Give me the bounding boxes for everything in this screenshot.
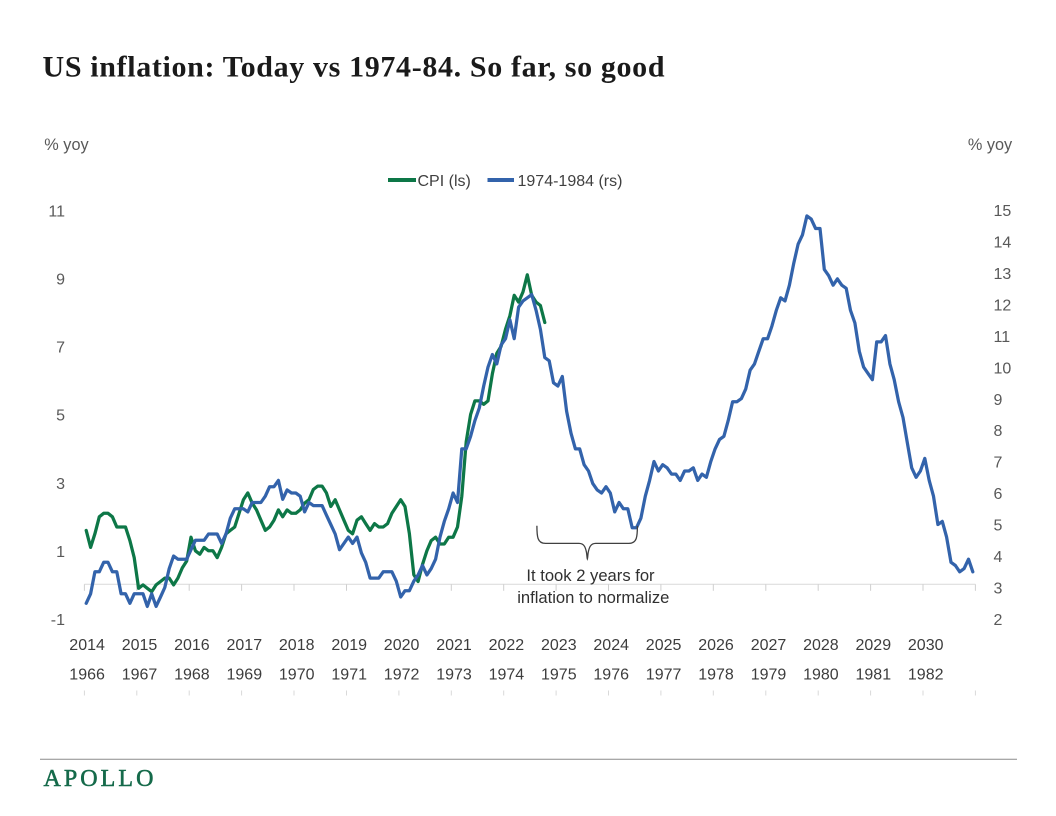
svg-text:2027: 2027 (751, 637, 787, 654)
svg-text:It took 2 years for: It took 2 years for (526, 566, 655, 585)
svg-text:2021: 2021 (436, 637, 472, 654)
svg-text:12: 12 (994, 297, 1012, 314)
svg-text:% yoy: % yoy (968, 136, 1013, 154)
svg-text:5: 5 (994, 518, 1003, 535)
svg-text:1967: 1967 (122, 666, 158, 683)
svg-text:2: 2 (994, 612, 1003, 629)
svg-text:13: 13 (994, 266, 1012, 283)
svg-text:1976: 1976 (593, 666, 629, 683)
svg-text:8: 8 (994, 423, 1003, 440)
svg-text:2019: 2019 (331, 637, 367, 654)
svg-text:2017: 2017 (227, 637, 263, 654)
svg-text:4: 4 (994, 549, 1003, 566)
svg-text:2022: 2022 (489, 637, 525, 654)
svg-text:2023: 2023 (541, 637, 577, 654)
svg-text:1981: 1981 (856, 666, 892, 683)
svg-text:14: 14 (994, 234, 1012, 251)
svg-text:1973: 1973 (436, 666, 472, 683)
svg-text:1: 1 (56, 544, 65, 561)
svg-text:3: 3 (56, 476, 65, 493)
svg-text:7: 7 (994, 455, 1003, 472)
svg-text:1966: 1966 (69, 666, 105, 683)
svg-text:9: 9 (56, 271, 65, 288)
svg-text:7: 7 (56, 340, 65, 357)
svg-text:1974: 1974 (489, 666, 525, 683)
svg-text:APOLLO: APOLLO (44, 766, 157, 792)
svg-text:1980: 1980 (803, 666, 839, 683)
svg-text:1975: 1975 (541, 666, 577, 683)
svg-text:2030: 2030 (908, 637, 944, 654)
svg-text:1978: 1978 (698, 666, 734, 683)
svg-text:6: 6 (994, 486, 1003, 503)
svg-text:1979: 1979 (751, 666, 787, 683)
svg-text:2025: 2025 (646, 637, 682, 654)
svg-text:2016: 2016 (174, 637, 210, 654)
svg-text:CPI (ls): CPI (ls) (418, 173, 471, 190)
svg-text:1974-1984 (rs): 1974-1984 (rs) (518, 173, 623, 190)
svg-text:2015: 2015 (122, 637, 158, 654)
svg-text:inflation to normalize: inflation to normalize (517, 588, 669, 607)
svg-text:2028: 2028 (803, 637, 839, 654)
svg-text:US inflation: Today vs 1974-84: US inflation: Today vs 1974-84. So far, … (43, 51, 665, 84)
svg-text:2020: 2020 (384, 637, 420, 654)
svg-text:1972: 1972 (384, 666, 420, 683)
svg-text:-1: -1 (51, 612, 65, 629)
svg-text:15: 15 (994, 203, 1012, 220)
svg-text:9: 9 (994, 392, 1003, 409)
svg-text:1971: 1971 (331, 666, 367, 683)
svg-text:2024: 2024 (593, 637, 629, 654)
svg-text:1982: 1982 (908, 666, 944, 683)
svg-text:1969: 1969 (227, 666, 263, 683)
svg-text:1977: 1977 (646, 666, 682, 683)
svg-text:2014: 2014 (69, 637, 105, 654)
svg-text:2026: 2026 (698, 637, 734, 654)
svg-text:2029: 2029 (856, 637, 892, 654)
svg-text:11: 11 (48, 203, 65, 220)
svg-text:1968: 1968 (174, 666, 210, 683)
svg-text:10: 10 (994, 360, 1012, 377)
svg-text:% yoy: % yoy (44, 136, 89, 154)
svg-text:11: 11 (994, 329, 1011, 346)
svg-text:1970: 1970 (279, 666, 315, 683)
svg-text:3: 3 (994, 581, 1003, 598)
svg-text:5: 5 (56, 408, 65, 425)
svg-text:2018: 2018 (279, 637, 315, 654)
